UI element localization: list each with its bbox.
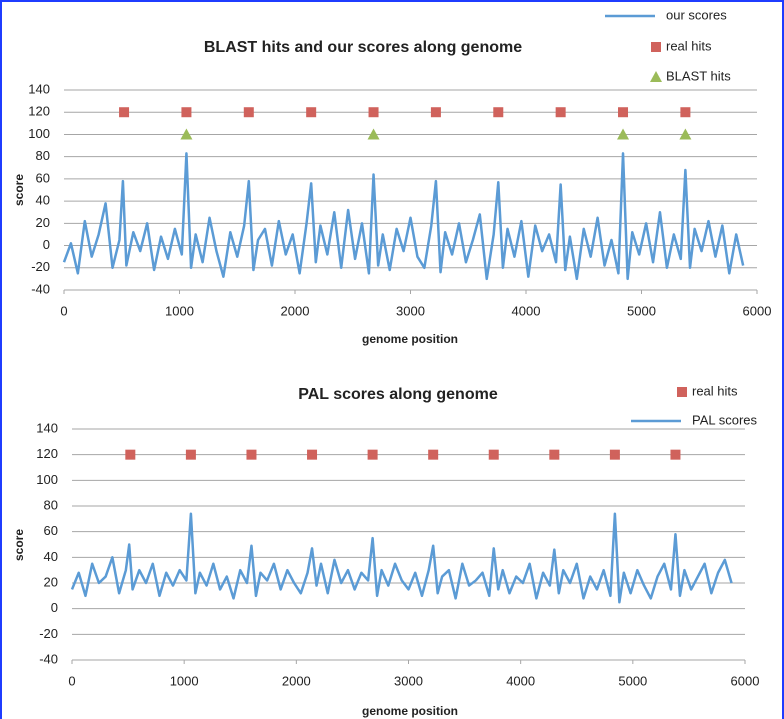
y-tick-label: 100 xyxy=(28,126,50,141)
y-tick-label: 100 xyxy=(36,472,58,487)
legend-marker xyxy=(650,71,662,82)
hit-marker xyxy=(243,107,254,118)
x-tick-label: 0 xyxy=(68,673,75,688)
y-tick-label: -40 xyxy=(31,281,50,296)
blast-marker xyxy=(679,128,692,140)
y-tick-label: 140 xyxy=(28,81,50,96)
x-tick-label: 6000 xyxy=(743,303,772,318)
hit-marker xyxy=(430,107,441,118)
hit-marker xyxy=(181,107,192,118)
hit-marker xyxy=(555,107,566,118)
x-tick-label: 3000 xyxy=(396,303,425,318)
hit-marker xyxy=(306,107,317,118)
x-tick-label: 6000 xyxy=(731,673,760,688)
x-tick-label: 1000 xyxy=(165,303,194,318)
hit-marker xyxy=(119,107,130,118)
y-tick-label: 20 xyxy=(36,215,50,230)
y-tick-label: 80 xyxy=(36,148,50,163)
hit-marker xyxy=(246,449,257,460)
blast-marker xyxy=(180,128,193,140)
blast-marker xyxy=(367,128,380,140)
legend-label: real hits xyxy=(692,383,738,398)
y-tick-label: 0 xyxy=(43,237,50,252)
hit-marker xyxy=(367,449,378,460)
x-tick-label: 1000 xyxy=(170,673,199,688)
score-line xyxy=(62,152,745,281)
legend-label: BLAST hits xyxy=(666,68,731,83)
chart-title: BLAST hits and our scores along genome xyxy=(204,39,522,56)
y-axis-label: score xyxy=(12,174,26,206)
y-tick-label: -20 xyxy=(31,259,50,274)
y-tick-label: -20 xyxy=(39,626,58,641)
hit-marker xyxy=(125,449,136,460)
hit-marker xyxy=(609,449,620,460)
y-tick-label: 80 xyxy=(44,497,58,512)
y-tick-label: 40 xyxy=(36,193,50,208)
blast-marker xyxy=(617,128,630,140)
hit-marker xyxy=(307,449,318,460)
x-tick-label: 3000 xyxy=(394,673,423,688)
legend-marker xyxy=(651,42,661,52)
hit-marker xyxy=(670,449,681,460)
y-tick-label: 140 xyxy=(36,420,58,435)
x-axis-label: genome position xyxy=(362,332,458,346)
y-tick-label: 60 xyxy=(36,170,50,185)
hit-marker xyxy=(488,449,499,460)
y-tick-label: -40 xyxy=(39,651,58,666)
x-tick-label: 0 xyxy=(60,303,67,318)
y-tick-label: 0 xyxy=(51,600,58,615)
y-tick-label: 20 xyxy=(44,574,58,589)
hit-marker xyxy=(368,107,379,118)
y-axis-label: score xyxy=(12,529,26,561)
hit-marker xyxy=(428,449,439,460)
hit-marker xyxy=(680,107,691,118)
legend-marker xyxy=(677,387,687,397)
hit-marker xyxy=(618,107,629,118)
legend-label: PAL scores xyxy=(692,412,758,427)
hit-marker xyxy=(185,449,196,460)
x-tick-label: 4000 xyxy=(512,303,541,318)
y-tick-label: 40 xyxy=(44,549,58,564)
x-tick-label: 2000 xyxy=(282,673,311,688)
x-tick-label: 2000 xyxy=(281,303,310,318)
x-tick-label: 5000 xyxy=(618,673,647,688)
hit-marker xyxy=(493,107,504,118)
chart-title: PAL scores along genome xyxy=(298,386,498,403)
y-tick-label: 120 xyxy=(28,104,50,119)
x-tick-label: 4000 xyxy=(506,673,535,688)
x-axis-label: genome position xyxy=(362,704,458,718)
x-tick-label: 5000 xyxy=(627,303,656,318)
y-tick-label: 60 xyxy=(44,523,58,538)
y-tick-label: 120 xyxy=(36,446,58,461)
legend-label: our scores xyxy=(666,7,727,22)
score-line xyxy=(70,512,733,604)
legend-label: real hits xyxy=(666,38,712,53)
hit-marker xyxy=(549,449,560,460)
